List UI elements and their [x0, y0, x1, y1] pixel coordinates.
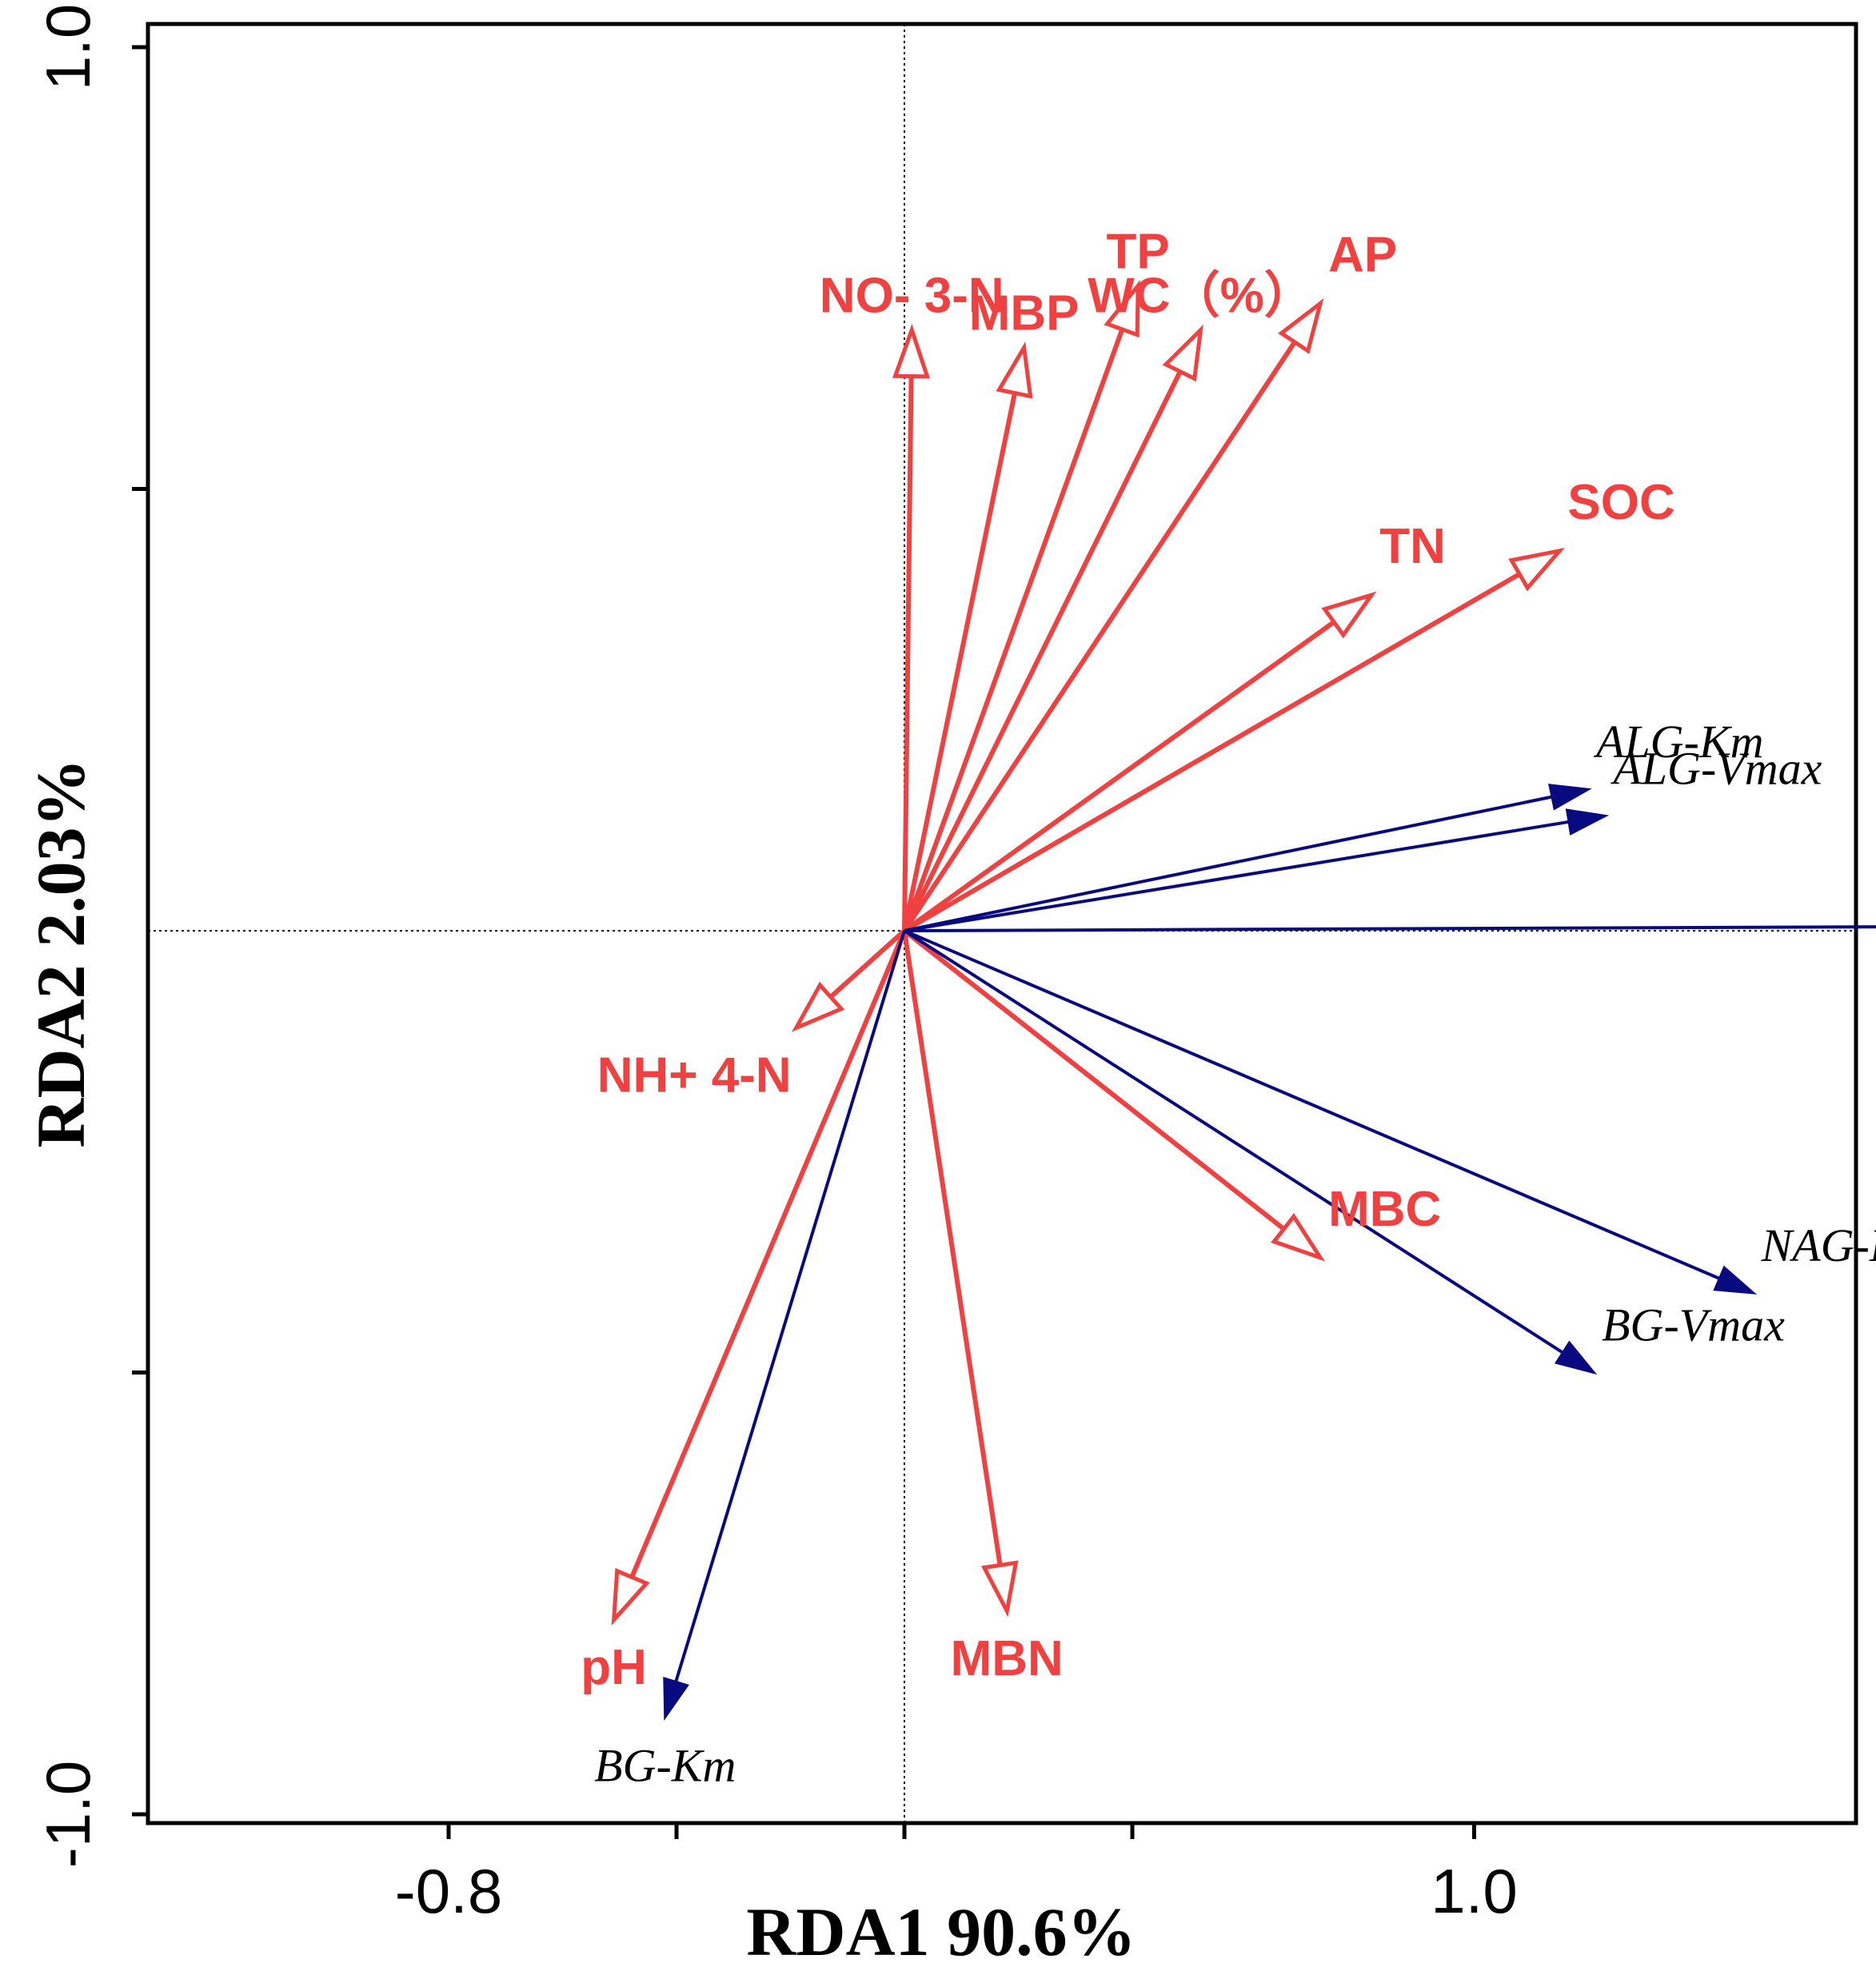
env-mbp-label: MBP [969, 286, 1080, 341]
env-tn-label: TN [1379, 519, 1446, 574]
env-ap-arrowhead [1278, 298, 1324, 354]
env-nh-4-n-arrowhead [791, 981, 845, 1032]
env-no-3-n-arrowhead [892, 323, 931, 379]
plot-frame [146, 22, 1858, 1825]
env-tn-vector-line [903, 620, 1335, 933]
env-ph-arrowhead [611, 1568, 650, 1626]
resp-alg-vmax-vector-line [904, 820, 1570, 932]
env-mbc-arrowhead [1271, 1212, 1326, 1262]
x-tick-label--0.8: -0.8 [395, 1856, 502, 1926]
axis-tick-labels: -0.8 1.0 1.0 -1.0 [33, 4, 1518, 1926]
y-tick-label--1.0: -1.0 [33, 1761, 103, 1868]
y-axis-title: RDA2 2.03% [22, 758, 99, 1147]
resp-nag-vmax-vector-line [904, 925, 1876, 932]
env-wc-arrowhead [1162, 324, 1203, 382]
env-mbn-arrowhead [980, 1560, 1019, 1618]
resp-bg-km-label: BG-Km [594, 1739, 736, 1791]
env-no-3-n-label: NO- 3-N [820, 269, 1004, 324]
resp-nag-km-label: NAG-Km [1761, 1219, 1876, 1271]
x-axis-title: RDA1 90.6% [746, 1893, 1136, 1970]
x-tick-label-1.0: 1.0 [1431, 1856, 1517, 1926]
env-no-3-n-vector-line [902, 376, 914, 932]
y-tick-label-1.0: 1.0 [33, 4, 103, 90]
env-mbc-vector-line [903, 928, 1286, 1231]
resp-bg-vmax-arrowhead [1554, 1340, 1598, 1375]
resp-bg-km-vector-line [674, 930, 906, 1683]
env-tp-arrowhead [1104, 280, 1140, 338]
resp-nag-km-arrowhead [1713, 1265, 1758, 1295]
response-vectors [663, 784, 1876, 1722]
resp-alg-vmax-arrowhead [1565, 808, 1610, 836]
env-nh-4-n-label: NH+ 4-N [597, 1048, 792, 1103]
environmental-vectors [611, 280, 1566, 1626]
env-soc-vector-line [903, 572, 1521, 933]
env-tn-arrowhead [1321, 591, 1377, 639]
resp-bg-vmax-vector-line [903, 929, 1564, 1355]
env-mbc-label: MBC [1328, 1182, 1441, 1237]
env-soc-label: SOC [1567, 475, 1674, 530]
resp-bg-km-arrowhead [663, 1677, 689, 1722]
env-tp-label: TP [1107, 224, 1170, 279]
env-mbp-vector-line [902, 392, 1017, 932]
env-wc-label: WC（%） [1088, 268, 1313, 324]
resp-alg-km-label: ALG-Km [1593, 716, 1763, 768]
env-tp-vector-line [902, 328, 1125, 932]
env-nh-4-n-vector-line [828, 928, 907, 999]
env-ph-label: pH [581, 1640, 647, 1695]
env-ph-vector-line [629, 929, 907, 1578]
resp-nag-km-vector-line [904, 929, 1721, 1280]
env-mbn-label: MBN [951, 1631, 1064, 1686]
axis-ticks [132, 45, 1476, 1839]
resp-alg-km-arrowhead [1548, 784, 1592, 811]
env-ap-vector-line [902, 341, 1297, 932]
resp-alg-km-vector-line [904, 795, 1553, 932]
env-mbn-vector-line [902, 930, 1003, 1566]
env-ap-label: AP [1328, 227, 1397, 282]
resp-bg-vmax-label: BG-Vmax [1602, 1299, 1785, 1351]
env-mbp-arrowhead [996, 341, 1033, 399]
resp-alg-vmax-label: ALG-Vmax [1610, 742, 1822, 794]
env-soc-arrowhead [1508, 548, 1566, 592]
env-wc-vector-line [902, 370, 1183, 932]
